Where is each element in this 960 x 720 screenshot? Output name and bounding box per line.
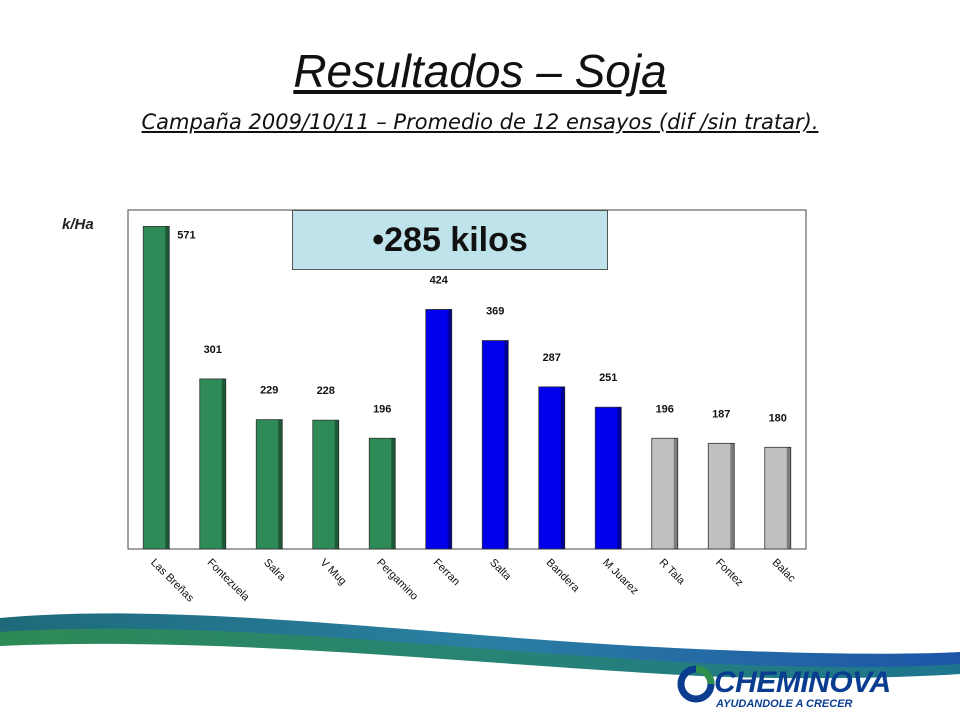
slide-title: Resultados – Soja — [293, 45, 667, 97]
value-label: 229 — [260, 385, 278, 397]
footer-swoosh — [0, 613, 960, 720]
category-label: Fontezuela — [205, 557, 253, 605]
category-label: Ferran — [431, 557, 462, 588]
value-label: 196 — [373, 403, 391, 415]
slide-subtitle: Campaña 2009/10/11 – Promedio de 12 ensa… — [141, 110, 819, 134]
bar — [368, 437, 396, 550]
bar — [764, 446, 792, 550]
bar — [481, 340, 509, 550]
bar — [199, 378, 227, 550]
value-label: 571 — [177, 229, 195, 241]
category-label: R Tala — [657, 557, 688, 588]
brand-logo: CHEMINOVA AYUDANDOLE A CRECER — [676, 662, 916, 712]
category-label: M Juarez — [600, 557, 640, 597]
callout-box: •285 kilos — [292, 210, 608, 270]
value-label: 424 — [430, 274, 449, 286]
brand-tagline: AYUDANDOLE A CRECER — [716, 698, 853, 710]
bar — [142, 225, 170, 550]
category-label: Salra — [261, 557, 288, 584]
category-label: Pergamino — [374, 557, 420, 603]
category-label: Las Breñas — [148, 557, 196, 605]
logo-swirl-icon — [677, 665, 715, 703]
value-label: 301 — [204, 344, 222, 356]
value-label: 187 — [712, 408, 730, 420]
category-label: Balac — [770, 557, 798, 585]
category-label: Bandera — [544, 557, 583, 596]
bar — [425, 309, 453, 550]
bar — [651, 437, 679, 550]
brand-name: CHEMINOVA — [714, 666, 891, 699]
value-label: 287 — [543, 352, 561, 364]
value-label: 196 — [656, 403, 674, 415]
bar — [312, 419, 340, 550]
category-label: V Mug — [318, 557, 349, 588]
value-label: 369 — [486, 306, 504, 318]
bar — [707, 442, 735, 550]
category-label: Fontez — [713, 557, 745, 589]
category-label: Salta — [487, 557, 514, 584]
value-label: 251 — [599, 372, 617, 384]
bar — [594, 406, 622, 550]
value-label: 228 — [317, 385, 335, 397]
y-axis-label: k/Ha — [62, 216, 94, 233]
bar — [255, 419, 283, 550]
bar — [538, 386, 566, 550]
value-label: 180 — [769, 412, 787, 424]
